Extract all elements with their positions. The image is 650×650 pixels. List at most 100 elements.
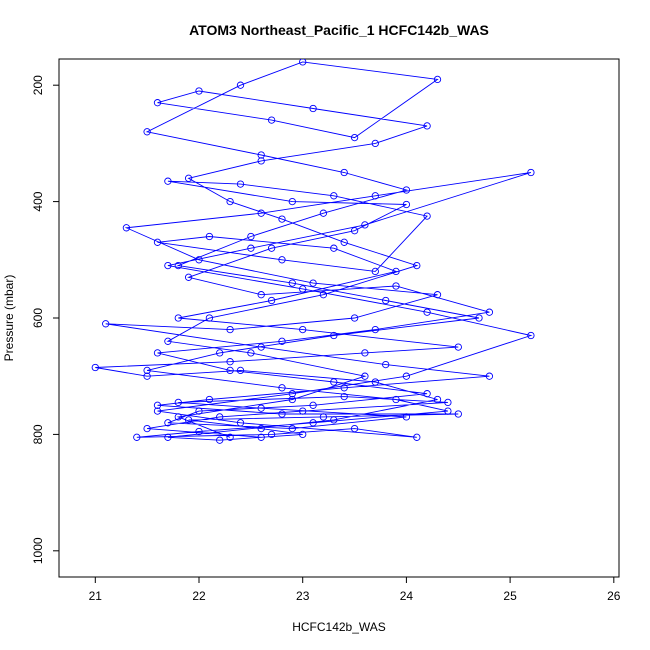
data-point	[402, 200, 411, 209]
data-point	[257, 343, 265, 351]
data-point	[288, 390, 296, 398]
data-point	[91, 363, 99, 372]
data-point	[153, 349, 162, 357]
data-point	[216, 349, 224, 357]
data-point	[423, 212, 431, 220]
data-point	[361, 372, 369, 380]
data-point	[392, 395, 400, 404]
data-point	[350, 424, 359, 433]
data-point	[454, 410, 462, 418]
data-point	[350, 314, 359, 322]
chart-title: ATOM3 Northeast_Pacific_1 HCFC142b_WAS	[189, 22, 489, 38]
data-point	[164, 177, 172, 185]
data-point	[143, 372, 151, 380]
data-point	[340, 384, 348, 392]
data-point	[267, 296, 276, 305]
data-point	[257, 404, 265, 412]
y-tick-label: 600	[31, 308, 45, 328]
data-point	[350, 227, 359, 235]
data-point	[485, 372, 494, 380]
data-point	[174, 398, 182, 407]
data-point	[164, 261, 172, 270]
data-point	[257, 151, 265, 159]
data-point	[340, 392, 348, 401]
data-point	[371, 378, 379, 386]
data-point	[226, 366, 234, 375]
data-point	[454, 343, 462, 351]
data-point	[236, 180, 245, 188]
data-point	[174, 314, 182, 322]
x-tick-label: 26	[607, 589, 621, 603]
data-point	[309, 419, 317, 427]
data-point	[257, 433, 265, 441]
data-point	[247, 232, 255, 241]
data-point	[257, 209, 265, 217]
data-point	[226, 325, 234, 334]
data-point	[133, 433, 141, 441]
data-point	[278, 256, 286, 264]
data-point	[433, 75, 442, 84]
data-point	[195, 427, 203, 436]
plot-frame	[58, 58, 620, 578]
data-point	[350, 133, 359, 142]
data-point	[299, 59, 307, 66]
data-point	[330, 416, 338, 424]
data-point	[267, 430, 276, 439]
x-tick-label: 25	[503, 589, 517, 603]
data-point	[392, 267, 400, 276]
x-tick-label: 21	[89, 589, 103, 603]
y-axis: 200 400 600 800 1000	[31, 75, 59, 564]
data-point	[216, 413, 224, 421]
series-layer	[91, 59, 535, 444]
data-point	[475, 314, 483, 322]
data-point	[309, 104, 317, 113]
data-point	[330, 378, 338, 386]
data-point	[247, 244, 255, 252]
x-axis: 21 22 23 24 25 26	[89, 577, 621, 603]
data-point	[184, 273, 193, 281]
data-point	[402, 186, 411, 194]
data-point	[216, 436, 224, 444]
data-point	[361, 221, 369, 229]
data-point	[153, 401, 162, 409]
data-point	[392, 282, 400, 290]
data-point	[267, 116, 276, 124]
y-tick-label: 200	[31, 75, 45, 95]
data-point	[278, 384, 286, 392]
data-point	[143, 366, 151, 375]
data-point	[257, 424, 265, 433]
data-point	[257, 291, 265, 299]
data-point	[236, 366, 245, 375]
x-tick-label: 23	[296, 589, 310, 603]
data-point	[319, 413, 328, 421]
data-point	[143, 128, 151, 136]
data-point	[174, 261, 182, 270]
data-point	[413, 261, 421, 270]
data-point	[122, 224, 131, 232]
data-point	[153, 238, 162, 246]
data-point	[433, 291, 442, 299]
data-point	[205, 395, 214, 404]
data-point	[299, 407, 307, 415]
data-point	[371, 192, 379, 200]
data-point	[164, 337, 172, 345]
data-point	[288, 279, 296, 287]
data-point	[309, 279, 317, 287]
data-point	[247, 349, 255, 357]
data-point	[184, 416, 193, 424]
data-point	[371, 325, 379, 334]
data-point	[288, 424, 296, 433]
data-point	[299, 285, 307, 293]
data-point	[226, 197, 234, 206]
data-point	[236, 81, 245, 89]
data-point	[299, 430, 307, 439]
data-point	[527, 168, 535, 177]
data-point	[402, 413, 411, 421]
data-point	[288, 197, 296, 206]
data-point	[226, 358, 234, 366]
x-axis-label: HCFC142b_WAS	[292, 620, 386, 634]
data-point	[164, 433, 172, 441]
data-point	[330, 192, 338, 200]
data-point	[371, 139, 379, 148]
data-point	[102, 320, 110, 328]
